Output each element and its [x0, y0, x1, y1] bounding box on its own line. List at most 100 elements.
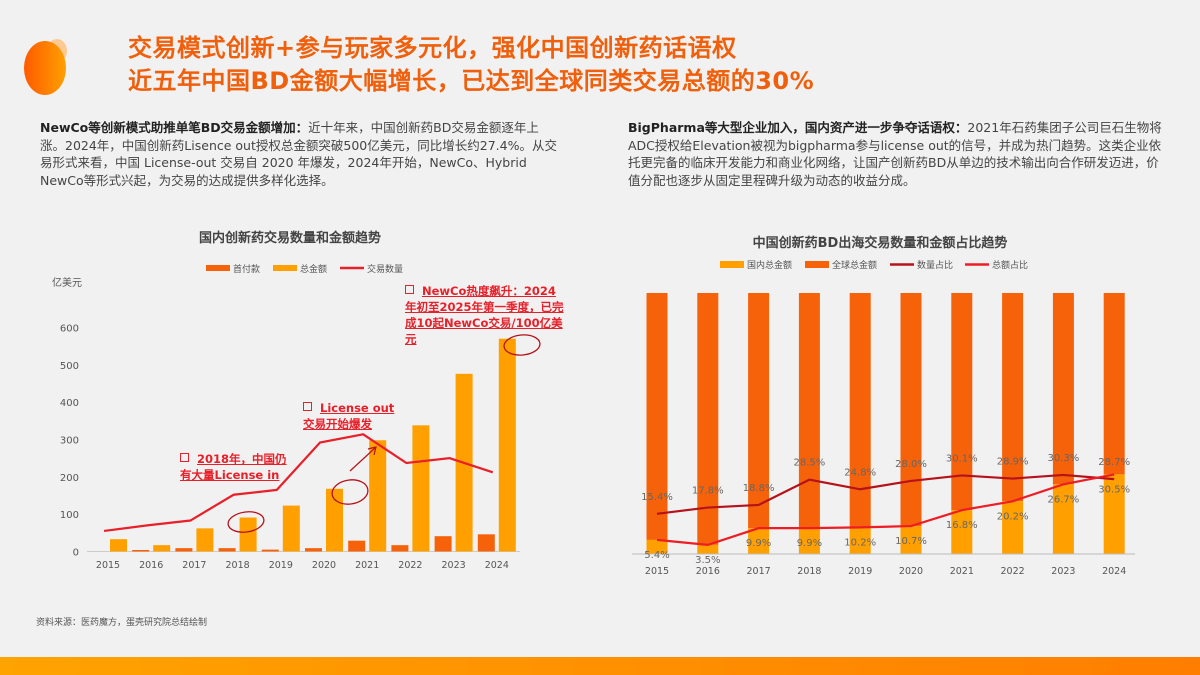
data-label-amount-share: 10.2% — [844, 537, 876, 548]
highlight-circle-2024 — [503, 334, 541, 356]
line-deal-count — [103, 433, 494, 533]
legend-label-2: 数量占比 — [917, 259, 953, 271]
data-label-count-share: 17.8% — [692, 486, 724, 497]
bar-total-2022 — [412, 425, 430, 552]
chart-title: 国内创新药交易数量和金额趋势 — [199, 230, 381, 246]
bar-global-2022 — [1002, 293, 1024, 502]
x-tick-label: 2017 — [182, 560, 206, 571]
x-tick-label: 2015 — [96, 560, 120, 571]
data-label-amount-share: 9.9% — [746, 538, 771, 549]
x-tick-label: 2018 — [226, 560, 250, 571]
bar-global-2017 — [748, 293, 770, 529]
bar-domestic-2017 — [748, 528, 770, 554]
bar-upfront-2020 — [305, 548, 322, 552]
brand-logo — [24, 39, 67, 95]
x-tick-label: 2023 — [442, 560, 466, 571]
bar-upfront-2022 — [391, 545, 409, 552]
bar-global-2018 — [798, 293, 820, 529]
checkbox-square-icon — [303, 402, 312, 411]
x-tick-label: 2019 — [269, 560, 293, 571]
x-tick-label: 2019 — [848, 566, 872, 577]
line-amount-share — [656, 473, 1115, 546]
x-tick-label: 2020 — [312, 560, 336, 571]
x-tick-label: 2024 — [1102, 566, 1126, 577]
y-tick-label: 500 — [60, 361, 79, 372]
x-tick-label: 2018 — [797, 566, 821, 577]
y-tick-label: 100 — [60, 510, 79, 521]
bar-domestic-2016 — [697, 544, 719, 554]
y-tick-label: 0 — [73, 548, 79, 559]
bar-global-2016 — [697, 293, 719, 545]
data-label-count-share: 24.8% — [844, 467, 876, 478]
data-label-amount-share: 26.7% — [1048, 494, 1080, 505]
x-tick-label: 2022 — [1001, 566, 1025, 577]
legend-label-2: 交易数量 — [367, 263, 403, 275]
bar-domestic-2018 — [798, 528, 820, 554]
x-tick-label: 2017 — [747, 566, 771, 577]
data-label-count-share: 28.9% — [997, 457, 1029, 468]
checkbox-square-icon — [405, 285, 414, 294]
legend-swatch-1 — [273, 265, 297, 271]
data-label-amount-share: 30.5% — [1098, 484, 1130, 495]
data-label-count-share: 18.8% — [743, 483, 775, 494]
bar-upfront-2017 — [175, 548, 193, 552]
data-label-count-share: 28.0% — [895, 459, 927, 470]
y-tick-label: 400 — [60, 398, 79, 409]
bar-domestic-2015 — [646, 539, 668, 554]
right-description: BigPharma等大型企业加入，国内资产进一步争夺话语权：2021年石药集团子… — [628, 119, 1168, 189]
highlight-circle-2018 — [227, 511, 265, 533]
x-tick-label: 2021 — [355, 560, 379, 571]
bar-total-2015 — [110, 539, 127, 552]
x-tick-label: 2021 — [950, 566, 974, 577]
legend-label-0: 国内总金额 — [747, 259, 792, 271]
highlight-circle-2020 — [331, 479, 369, 505]
bar-global-2021 — [951, 293, 973, 511]
bar-domestic-2023 — [1052, 484, 1074, 554]
data-label-amount-share: 20.2% — [997, 511, 1029, 522]
bar-domestic-2024 — [1103, 474, 1125, 554]
annotation-text: NewCo热度飙升：2024年初至2025年第一季度，已完成10起NewCo交易… — [405, 284, 564, 346]
data-label-amount-share: 16.8% — [946, 520, 978, 531]
data-label-count-share: 30.1% — [946, 453, 978, 464]
annotation-2018: 2018年，中国仍有大量License in — [180, 451, 290, 483]
left-description-heading: NewCo等创新模式助推单笔BD交易金额增加： — [40, 120, 309, 135]
bar-domestic-2022 — [1002, 501, 1024, 554]
left-description: NewCo等创新模式助推单笔BD交易金额增加：近十年来，中国创新药BD交易金额逐… — [40, 119, 562, 189]
annotation-text: License out交易开始爆发 — [303, 401, 395, 431]
bar-upfront-2024 — [477, 534, 495, 552]
data-label-amount-share: 3.5% — [695, 555, 720, 566]
legend-label-1: 全球总金额 — [832, 259, 877, 271]
data-label-count-share: 28.7% — [1098, 457, 1130, 468]
right-description-heading: BigPharma等大型企业加入，国内资产进一步争夺话语权： — [628, 120, 968, 135]
y-axis-label: 亿美元 — [52, 276, 82, 289]
bar-total-2020 — [326, 488, 343, 552]
x-tick-label: 2020 — [899, 566, 923, 577]
bar-total-2016 — [153, 545, 171, 552]
legend-swatch-0 — [720, 261, 744, 268]
x-tick-label: 2015 — [645, 566, 669, 577]
page-title: 交易模式创新+参与玩家多元化，强化中国创新药话语权 近五年中国BD金额大幅增长，… — [128, 32, 814, 98]
annotation-text: 2018年，中国仍有大量License in — [180, 452, 287, 482]
bar-upfront-2018 — [218, 548, 236, 552]
bar-total-2021 — [369, 440, 387, 552]
bar-upfront-2021 — [348, 540, 366, 552]
right-description-body: 2021年石药集团子公司巨石生物将ADC授权给Elevation被视为bigph… — [628, 120, 1162, 188]
legend-label-1: 总金额 — [300, 263, 327, 275]
data-label-amount-share: 9.9% — [797, 538, 822, 549]
x-tick-label: 2023 — [1051, 566, 1075, 577]
legend-swatch-1 — [805, 261, 829, 268]
bar-domestic-2020 — [900, 526, 922, 554]
bar-global-2023 — [1052, 293, 1074, 485]
x-tick-label: 2024 — [485, 560, 509, 571]
left-description-body: 近十年来，中国创新药BD交易金额逐年上涨。2024年，中国创新药Lisence … — [40, 120, 557, 188]
bar-upfront-2016 — [132, 550, 150, 552]
data-label-amount-share: 5.4% — [644, 550, 669, 561]
x-tick-label: 2016 — [696, 566, 720, 577]
x-tick-label: 2022 — [398, 560, 422, 571]
bar-total-2017 — [196, 528, 214, 552]
legend-swatch-0 — [206, 265, 230, 271]
bar-domestic-2019 — [849, 527, 871, 554]
bar-global-2024 — [1103, 293, 1125, 475]
data-label-count-share: 30.3% — [1048, 453, 1080, 464]
